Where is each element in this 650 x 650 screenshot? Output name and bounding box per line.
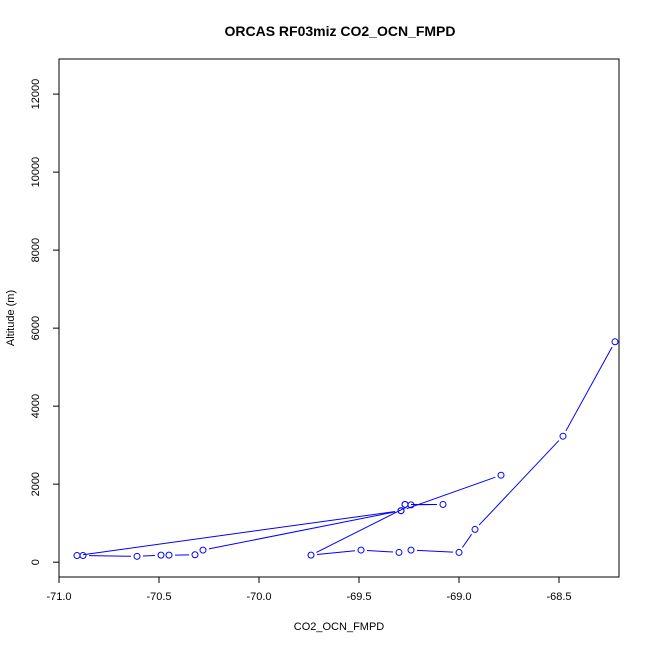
y-axis: 0 2000 4000 6000 8000 10000 12000 <box>30 79 60 565</box>
x-axis: -71.0 -70.5 -70.0 -69.5 -69.0 -68.5 <box>46 576 572 603</box>
data-point <box>191 551 199 559</box>
series-segment <box>478 440 560 526</box>
x-tick-label: -71.0 <box>46 591 71 603</box>
data-point <box>497 471 505 479</box>
y-tick-label: 12000 <box>30 79 42 110</box>
data-point <box>165 551 173 559</box>
data-point <box>397 507 405 515</box>
series-segment <box>142 554 156 557</box>
x-axis-label: CO2_OCN_FMPD <box>294 621 385 633</box>
data-point <box>439 500 447 508</box>
x-tick-label: -70.5 <box>146 591 171 603</box>
series-segment <box>462 534 472 548</box>
series-layer <box>73 338 619 560</box>
data-point <box>79 552 87 560</box>
data-point <box>73 552 81 560</box>
data-point <box>407 546 415 554</box>
data-point <box>357 546 365 554</box>
x-tick-label: -70.0 <box>246 591 271 603</box>
series-segment <box>406 476 496 510</box>
x-tick-label: -69.0 <box>446 591 471 603</box>
data-point <box>307 551 315 559</box>
series-segment <box>416 549 454 553</box>
chart-title: ORCAS RF03miz CO2_OCN_FMPD <box>224 23 455 39</box>
y-tick-label: 4000 <box>30 394 42 418</box>
data-point <box>199 546 207 554</box>
y-tick-label: 8000 <box>30 238 42 262</box>
series-segment <box>208 511 396 550</box>
series-segment <box>82 511 396 556</box>
data-point <box>559 432 567 440</box>
series-segment <box>366 549 394 553</box>
data-point <box>395 548 403 556</box>
series-segment <box>88 555 132 557</box>
x-tick-label: -68.5 <box>546 591 571 603</box>
series-segment <box>316 507 406 553</box>
data-point <box>401 500 409 508</box>
y-tick-label: 10000 <box>30 157 42 188</box>
plot-area <box>58 58 620 578</box>
y-axis-label: Altitude (m) <box>5 290 17 346</box>
series-segment <box>565 346 613 432</box>
data-point <box>133 552 141 560</box>
data-point <box>471 525 479 533</box>
x-tick-label: -69.5 <box>346 591 371 603</box>
data-point <box>611 338 619 346</box>
y-tick-label: 0 <box>30 559 42 565</box>
data-point <box>157 551 165 559</box>
y-tick-label: 6000 <box>30 316 42 340</box>
data-point <box>455 548 463 556</box>
series-segment <box>316 550 356 556</box>
y-tick-label: 2000 <box>30 472 42 496</box>
